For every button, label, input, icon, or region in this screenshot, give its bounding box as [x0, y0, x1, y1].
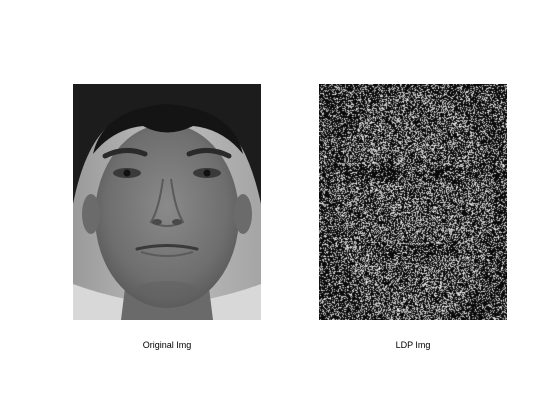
ldp-image-caption: LDP Img [395, 340, 431, 350]
original-image [73, 84, 261, 320]
ldp-image [319, 84, 507, 320]
face-photo [73, 84, 261, 320]
original-image-caption: Original Img [142, 340, 192, 350]
ldp-noise-pattern [319, 84, 507, 320]
